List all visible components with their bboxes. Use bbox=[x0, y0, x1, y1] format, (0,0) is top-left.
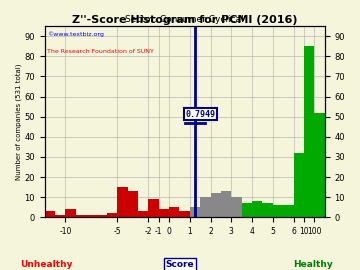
Bar bbox=[55, 215, 66, 217]
Bar bbox=[293, 153, 304, 217]
Text: The Research Foundation of SUNY: The Research Foundation of SUNY bbox=[48, 49, 154, 54]
Bar bbox=[190, 207, 200, 217]
Bar bbox=[179, 211, 190, 217]
Bar bbox=[76, 215, 86, 217]
Bar bbox=[45, 211, 55, 217]
Bar bbox=[86, 215, 96, 217]
Bar bbox=[200, 197, 211, 217]
Bar bbox=[252, 201, 262, 217]
Title: Z''-Score Histogram for PCMI (2016): Z''-Score Histogram for PCMI (2016) bbox=[72, 15, 297, 25]
Bar bbox=[66, 209, 76, 217]
Text: Healthy: Healthy bbox=[293, 260, 333, 269]
Bar bbox=[304, 46, 314, 217]
Bar bbox=[283, 205, 293, 217]
Y-axis label: Number of companies (531 total): Number of companies (531 total) bbox=[15, 63, 22, 180]
Bar bbox=[138, 211, 148, 217]
Bar bbox=[242, 203, 252, 217]
Text: ©www.textbiz.org: ©www.textbiz.org bbox=[48, 32, 104, 38]
Bar bbox=[127, 191, 138, 217]
Text: 0.7949: 0.7949 bbox=[186, 110, 216, 119]
Bar bbox=[273, 205, 283, 217]
Bar bbox=[107, 213, 117, 217]
Bar bbox=[314, 113, 325, 217]
Bar bbox=[117, 187, 127, 217]
Bar bbox=[221, 191, 231, 217]
Bar bbox=[262, 203, 273, 217]
Text: Unhealthy: Unhealthy bbox=[21, 260, 73, 269]
Bar bbox=[148, 199, 159, 217]
Bar bbox=[231, 197, 242, 217]
Bar bbox=[211, 193, 221, 217]
Text: Score: Score bbox=[166, 260, 194, 269]
Bar bbox=[159, 209, 169, 217]
Bar bbox=[96, 215, 107, 217]
Text: Sector: Consumer Cyclical: Sector: Consumer Cyclical bbox=[125, 15, 244, 24]
Bar bbox=[169, 207, 179, 217]
